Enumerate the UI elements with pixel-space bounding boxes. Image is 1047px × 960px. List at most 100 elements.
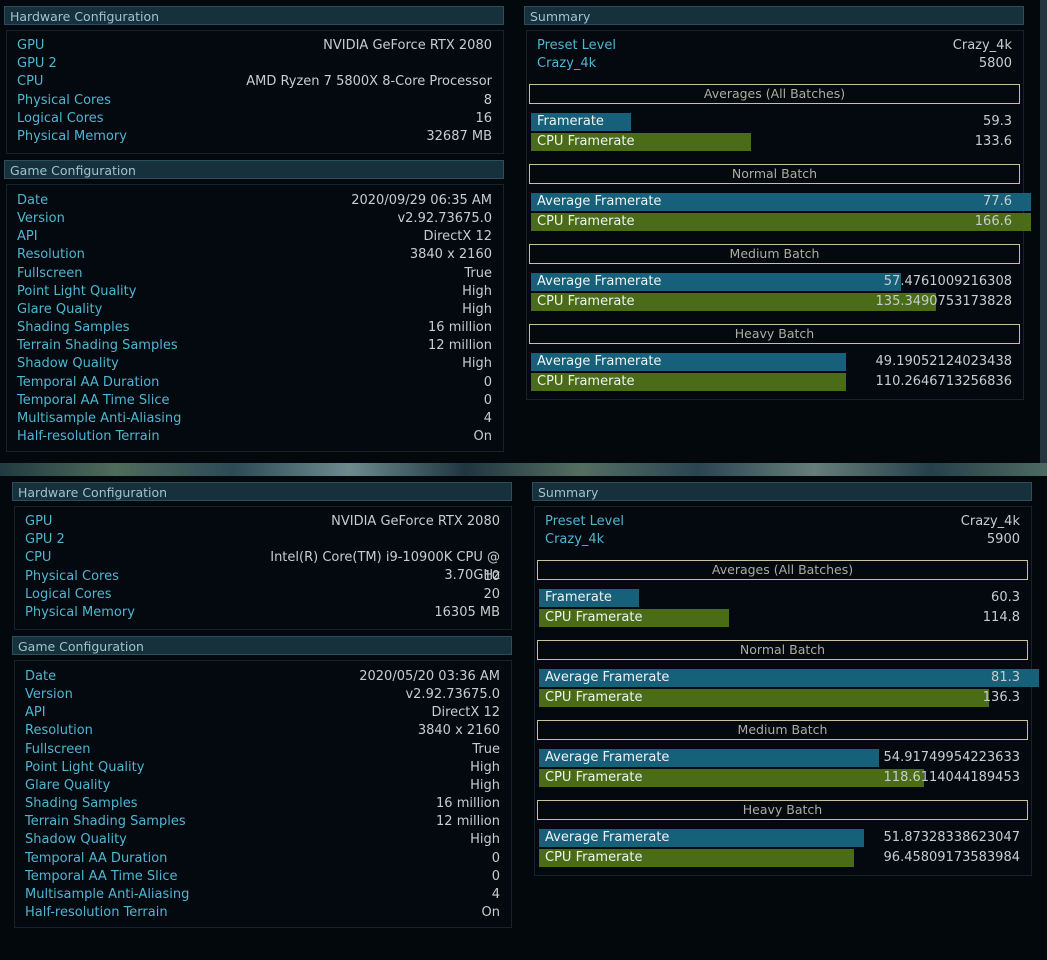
score-value: 5800 [978,56,1012,71]
framerate-value: 135.3490753173828 [875,294,1012,309]
game-config-label: Temporal AA Time Slice [25,868,178,884]
game-config-value: High [470,759,500,775]
hardware-value: Intel(R) Core(TM) i9-10900K CPU @ 3.70GH… [270,550,500,584]
game-config-value: True [472,741,500,757]
framerate-bar: CPU Framerate [539,609,729,627]
game-config-panel [14,660,512,928]
game-config-value: DirectX 12 [423,229,492,245]
framerate-value: 96.45809173583984 [883,850,1020,865]
framerate-bar: Average Framerate [539,749,879,767]
framerate-bar: Average Framerate [531,193,1031,211]
game-config-value: 0 [491,868,500,884]
game-config-value: 0 [483,392,492,408]
preset-level-label: Preset Level [545,514,624,529]
game-config-value: High [462,356,492,372]
framerate-value: 114.8 [982,610,1020,625]
game-config-label: API [25,705,46,721]
summary-header: Summary [532,482,1032,501]
game-config-value: 2020/09/29 06:35 AM [351,193,492,208]
game-config-value: 3840 x 2160 [417,723,500,739]
framerate-value: 133.6 [974,134,1012,149]
preset-level-value: Crazy_4k [960,514,1020,529]
hardware-label: GPU [17,38,45,53]
hardware-value: 16 [475,110,492,126]
game-config-label: Multisample Anti-Aliasing [17,410,182,426]
game-config-value: 4 [491,886,500,902]
game-config-label: Multisample Anti-Aliasing [25,886,190,902]
game-config-header: Game Configuration [4,160,504,179]
game-config-label: Fullscreen [17,265,83,281]
game-config-value: 4 [483,410,492,426]
hardware-label: Physical Cores [17,92,111,108]
hardware-value: 16305 MB [434,605,500,620]
window-edge [1040,0,1047,463]
framerate-value: 166.6 [974,214,1012,229]
game-config-label: Half-resolution Terrain [17,428,160,444]
framerate-bar: CPU Framerate [531,133,751,151]
batch-section-title: Normal Batch [537,640,1028,660]
hardware-config-panel [6,30,504,154]
hardware-value: 20 [483,586,500,602]
batch-section-title: Medium Batch [529,244,1020,264]
batch-section-title: Normal Batch [529,164,1020,184]
game-config-label: Date [17,193,49,208]
hardware-config-header: Hardware Configuration [12,482,512,501]
game-config-label: Version [17,211,65,227]
hardware-label: Logical Cores [25,586,112,602]
game-config-value: 0 [483,374,492,390]
game-config-label: Point Light Quality [17,283,137,299]
hardware-label: Physical Cores [25,568,119,584]
game-config-value: On [481,904,500,920]
game-config-value: High [470,832,500,848]
batch-section-title: Averages (All Batches) [529,84,1020,104]
framerate-value: 49.19052124023438 [875,354,1012,369]
framerate-bar: CPU Framerate [531,373,846,391]
hardware-config-header: Hardware Configuration [4,6,504,25]
game-config-label: Glare Quality [17,301,103,317]
game-config-label: Shading Samples [17,320,130,336]
framerate-value: 118.6114044189453 [883,770,1020,785]
game-config-value: High [470,777,500,793]
game-config-label: Temporal AA Duration [25,850,168,866]
hardware-label: GPU [25,514,53,529]
game-config-value: 12 million [428,338,492,354]
preset-level-value: Crazy_4k [952,38,1012,53]
framerate-bar: Average Framerate [531,353,846,371]
game-config-value: 3840 x 2160 [409,247,492,263]
game-config-value: True [464,265,492,281]
framerate-value: 59.3 [983,114,1012,129]
score-label: Crazy_4k [545,532,605,547]
framerate-value: 60.3 [991,590,1020,605]
batch-section-title: Medium Batch [537,720,1028,740]
game-config-label: Point Light Quality [25,759,145,775]
game-config-label: Version [25,687,73,703]
hardware-value: AMD Ryzen 7 5800X 8-Core Processor [246,74,492,90]
hardware-label: Physical Memory [17,129,127,144]
framerate-bar: CPU Framerate [539,769,924,787]
framerate-bar: Framerate [539,589,639,607]
game-config-value: 16 million [436,796,500,812]
preset-level-label: Preset Level [537,38,616,53]
game-config-value: 16 million [428,320,492,336]
batch-section-title: Heavy Batch [529,324,1020,344]
framerate-value: 51.87328338623047 [883,830,1020,845]
batch-section-title: Heavy Batch [537,800,1028,820]
game-config-value: On [473,428,492,444]
framerate-bar: CPU Framerate [539,689,989,707]
benchmark-screen-1: Hardware Configuration GPU NVIDIA GeForce … [0,0,1047,463]
framerate-bar: Average Framerate [531,273,901,291]
game-config-label: Resolution [17,247,85,263]
game-config-label: Date [25,669,57,684]
game-config-label: Temporal AA Time Slice [17,392,170,408]
game-config-label: Terrain Shading Samples [17,338,178,354]
game-config-label: Temporal AA Duration [17,374,160,390]
framerate-bar: Average Framerate [539,669,1039,687]
hardware-value: 10 [483,568,500,584]
hardware-value: 32687 MB [426,129,492,144]
game-config-label: Fullscreen [25,741,91,757]
framerate-value: 136.3 [982,690,1020,705]
hardware-value [220,55,492,73]
score-value: 5900 [986,532,1020,547]
game-config-label: Resolution [25,723,93,739]
game-config-value: v2.92.73675.0 [397,211,492,227]
